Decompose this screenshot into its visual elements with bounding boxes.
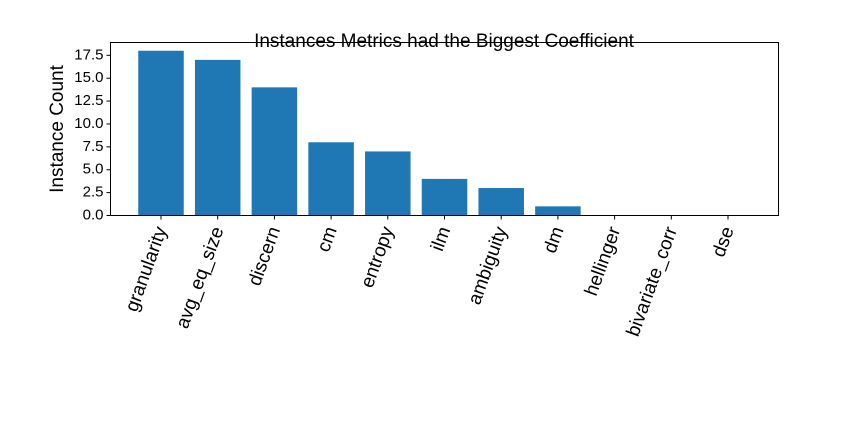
y-tick-label: 2.5 bbox=[83, 184, 104, 201]
y-ticks-group: 0.0 2.5 5.0 7.5 10.0 12.5 15.0 17.5 bbox=[74, 46, 111, 223]
x-tick-label-entropy: entropy bbox=[357, 224, 399, 291]
x-tick-label-hellinger: hellinger bbox=[581, 223, 626, 298]
x-tick-label-dse: dse bbox=[708, 224, 738, 260]
y-tick-label: 15.0 bbox=[74, 69, 103, 86]
x-tick-label-bivariate_corr: bivariate_corr bbox=[623, 223, 682, 339]
x-tick-label-cm: cm bbox=[313, 224, 341, 255]
plot-frame bbox=[110, 42, 779, 216]
x-tick-label-dm: dm bbox=[540, 224, 569, 256]
x-ticks-group: granularity avg_eq_size discern cm entropy il… bbox=[122, 215, 739, 339]
y-tick-label: 7.5 bbox=[83, 138, 104, 155]
bar-granularity bbox=[138, 50, 184, 216]
y-tick-label: 17.5 bbox=[74, 46, 103, 63]
bar-ilm bbox=[421, 178, 468, 216]
y-tick-label: 12.5 bbox=[74, 92, 103, 109]
bar-ambiguity bbox=[478, 188, 524, 216]
y-tick-label: 5.0 bbox=[83, 161, 104, 178]
bar-avg_eq_size bbox=[194, 59, 241, 216]
bar-cm bbox=[308, 142, 354, 216]
y-axis-label: Instance Count bbox=[47, 64, 68, 193]
bar-discern bbox=[251, 87, 298, 216]
x-tick-label-discern: discern bbox=[244, 224, 285, 289]
bar-entropy bbox=[365, 151, 411, 216]
x-tick-label-granularity: granularity bbox=[122, 224, 172, 315]
bar-dm bbox=[535, 206, 581, 216]
x-tick-label-ambiguity: ambiguity bbox=[464, 224, 512, 308]
y-tick-label: 10.0 bbox=[74, 115, 103, 132]
bars-group bbox=[138, 50, 581, 216]
chart-title: Instances Metrics had the Biggest Coeffi… bbox=[254, 31, 635, 52]
y-axis-label-group: Instance Count bbox=[47, 64, 68, 193]
x-tick-label-avg_eq_size: avg_eq_size bbox=[172, 224, 228, 331]
y-tick-label: 0.0 bbox=[83, 206, 104, 223]
x-tick-label-ilm: ilm bbox=[427, 224, 455, 254]
